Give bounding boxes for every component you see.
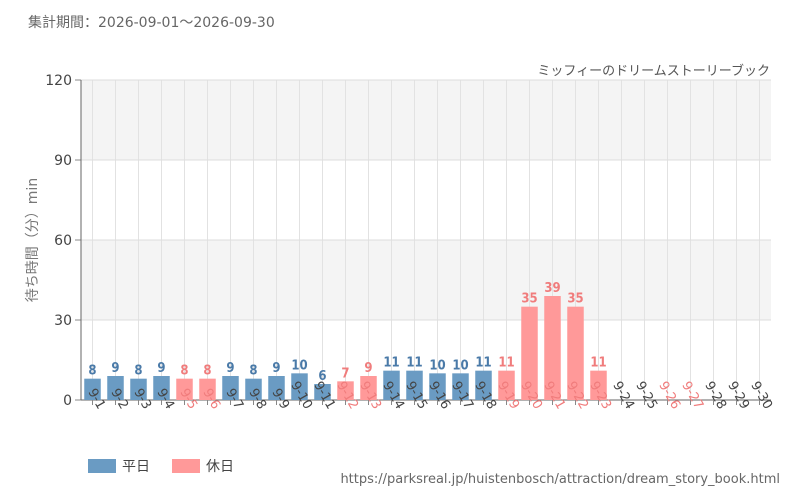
bar — [567, 306, 584, 400]
bar-value-label: 35 — [567, 292, 583, 307]
bar-value-label: 7 — [341, 366, 349, 381]
y-tick-label: 0 — [63, 393, 72, 409]
y-tick-label: 30 — [54, 313, 72, 329]
bar — [429, 373, 446, 400]
bar-value-label: 9 — [226, 361, 234, 376]
bar-value-label: 11 — [475, 356, 491, 371]
y-tick-label: 60 — [54, 233, 72, 249]
bar-value-label: 10 — [452, 358, 468, 373]
bar — [337, 381, 354, 400]
bar — [314, 384, 331, 400]
grid-band — [81, 240, 771, 320]
grid-band — [81, 80, 771, 160]
bar — [360, 376, 377, 400]
bar — [268, 376, 285, 400]
legend-item-weekday: 平日 — [88, 456, 150, 476]
bar-value-label: 8 — [88, 364, 96, 379]
y-tick-label: 90 — [54, 153, 72, 169]
bar-value-label: 10 — [429, 358, 445, 373]
bar — [84, 378, 101, 400]
chart-title: ミッフィーのドリームストーリーブック — [537, 64, 770, 79]
bar-value-label: 9 — [111, 361, 119, 376]
bar-value-label: 9 — [272, 361, 280, 376]
y-tick-label: 120 — [45, 73, 72, 89]
grid-band — [81, 320, 771, 400]
bar-value-label: 35 — [521, 292, 537, 307]
bar — [176, 378, 193, 400]
bar — [406, 370, 423, 400]
bar — [245, 378, 262, 400]
bar-value-label: 11 — [406, 356, 422, 371]
legend-swatch-weekday — [88, 459, 116, 473]
bar-value-label: 39 — [544, 281, 560, 296]
bar-value-label: 8 — [249, 364, 257, 379]
bar — [383, 370, 400, 400]
grid-band — [81, 160, 771, 240]
bar-value-label: 8 — [203, 364, 211, 379]
bar — [498, 370, 515, 400]
bar — [291, 373, 308, 400]
bar-value-label: 11 — [383, 356, 399, 371]
bar-value-label: 11 — [498, 356, 514, 371]
bar — [153, 376, 170, 400]
bar — [222, 376, 239, 400]
bar — [521, 306, 538, 400]
bar-value-label: 6 — [318, 369, 326, 384]
bar-value-label: 10 — [291, 358, 307, 373]
bar — [107, 376, 124, 400]
legend: 平日 休日 — [88, 456, 234, 476]
bar-value-label: 11 — [590, 356, 606, 371]
bar-value-label: 8 — [134, 364, 142, 379]
legend-item-holiday: 休日 — [172, 456, 234, 476]
period-label: 集計期間：2026-09-01～2026-09-30 — [28, 15, 275, 31]
legend-label-holiday: 休日 — [206, 459, 234, 475]
bar — [590, 370, 607, 400]
bar — [452, 373, 469, 400]
source-url: https://parksreal.jp/huistenbosch/attrac… — [340, 472, 780, 487]
bar — [475, 370, 492, 400]
bar — [199, 378, 216, 400]
bar — [130, 378, 147, 400]
bar — [544, 296, 561, 400]
legend-swatch-holiday — [172, 459, 200, 473]
bar-value-label: 8 — [180, 364, 188, 379]
bar-value-label: 9 — [364, 361, 372, 376]
legend-label-weekday: 平日 — [122, 459, 150, 475]
bar-value-label: 9 — [157, 361, 165, 376]
